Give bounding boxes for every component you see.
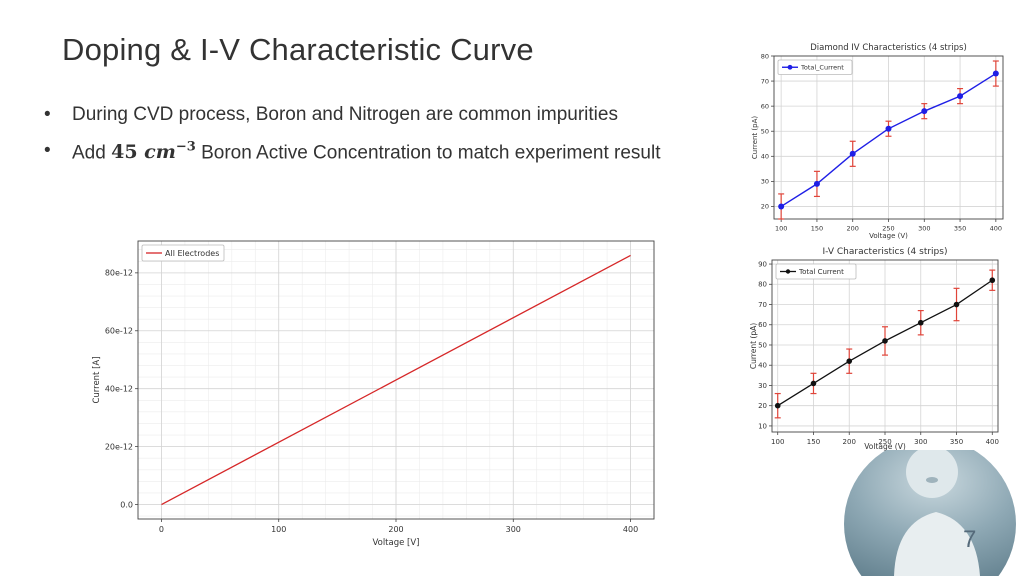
data-point <box>846 358 853 364</box>
x-tick-label: 300 <box>506 525 521 534</box>
legend-box <box>141 244 225 262</box>
presenter-avatar-icon <box>844 450 1016 576</box>
legend-marker <box>787 64 793 70</box>
y-tick-label: 50 <box>758 341 767 349</box>
y-tick-label: 80e-12 <box>105 269 133 278</box>
y-tick-label: 60 <box>761 102 769 110</box>
x-tick-label: 250 <box>878 438 891 446</box>
y-axis-label: Current (pA) <box>749 323 758 369</box>
y-tick-label: 90 <box>758 260 767 268</box>
y-tick-label: 30 <box>761 178 769 186</box>
data-point <box>778 203 785 210</box>
data-point <box>813 180 820 187</box>
data-point <box>992 70 999 77</box>
bullet-list: During CVD process, Boron and Nitrogen a… <box>44 104 661 178</box>
data-point <box>957 93 964 100</box>
bullet-boron-concentration: Add 45 cm−3 Boron Active Concentration t… <box>44 140 661 164</box>
measured-iv-chart: 100 150 200 250 300 350 400 10 20 30 40 50 60 70 80 90 V… <box>749 247 999 451</box>
y-tick-label: 40e-12 <box>105 384 133 393</box>
y-tick-label: 80 <box>758 281 767 289</box>
diamond-iv-chart: 100 150 200 250 300 350 400 20 30 40 50 60 70 80 Volta… <box>751 43 1004 240</box>
bullet-suffix: Boron Active Concentration to match expe… <box>195 142 661 164</box>
legend-label: Total_Current <box>800 64 844 72</box>
x-tick-label: 350 <box>954 225 966 233</box>
x-tick-label: 200 <box>843 438 856 446</box>
x-tick-label: 150 <box>807 438 820 446</box>
concentration-exponent: −3 <box>175 140 196 155</box>
x-tick-label: 400 <box>986 438 999 446</box>
x-tick-label: 100 <box>271 525 286 534</box>
data-point <box>989 277 996 284</box>
y-tick-label: 40 <box>761 153 769 161</box>
concentration-unit: cm <box>144 141 176 164</box>
y-tick-label: 20 <box>761 203 769 211</box>
x-tick-label: 400 <box>623 525 638 534</box>
chart-title: I-V Characteristics (4 strips) <box>823 247 948 257</box>
presenter-webcam <box>844 450 1024 576</box>
legend-marker <box>785 269 791 274</box>
legend-label: Total Current <box>798 268 844 276</box>
x-tick-label: 300 <box>918 225 930 233</box>
y-axis-label: Current [A] <box>92 356 102 403</box>
x-axis-label: Voltage (V) <box>864 442 906 451</box>
slide-title: Doping & I-V Characteristic Curve <box>62 32 534 67</box>
x-tick-label: 300 <box>914 438 927 446</box>
y-tick-label: 80 <box>761 52 769 60</box>
legend-box <box>777 59 853 75</box>
bullet-impurities: During CVD process, Boron and Nitrogen a… <box>44 104 661 126</box>
x-axis-label: Voltage [V] <box>372 538 419 548</box>
y-tick-label: 40 <box>758 362 767 370</box>
data-point <box>849 150 856 157</box>
data-point <box>953 301 960 308</box>
legend-label: All Electrodes <box>165 249 219 258</box>
y-tick-label: 30 <box>758 382 767 390</box>
x-tick-label: 100 <box>775 225 787 233</box>
data-point <box>917 319 924 326</box>
x-tick-label: 150 <box>811 225 823 233</box>
data-point <box>774 402 781 409</box>
y-tick-label: 50 <box>761 128 769 136</box>
data-point <box>810 380 817 387</box>
series-line <box>161 254 631 506</box>
legend-box <box>775 263 857 280</box>
y-axis-label: Current (pA) <box>751 116 759 159</box>
y-tick-label: 0.0 <box>120 500 133 509</box>
x-tick-label: 350 <box>950 438 963 446</box>
x-tick-label: 400 <box>990 225 1002 233</box>
y-tick-label: 70 <box>761 77 769 85</box>
bullet-prefix: Add <box>72 142 112 164</box>
x-tick-label: 250 <box>882 225 894 233</box>
y-tick-label: 20e-12 <box>105 442 133 451</box>
data-point <box>882 338 888 344</box>
concentration-number: 45 <box>111 141 138 164</box>
y-tick-label: 70 <box>758 301 767 309</box>
x-tick-label: 200 <box>847 225 859 233</box>
x-tick-label: 200 <box>388 525 403 534</box>
x-tick-label: 100 <box>771 438 784 446</box>
data-point <box>921 108 928 115</box>
y-tick-label: 60e-12 <box>105 327 133 336</box>
data-point <box>885 125 892 132</box>
y-tick-label: 10 <box>758 422 767 430</box>
x-tick-label: 0 <box>159 525 164 534</box>
simulated-iv-chart: 0 100 200 300 400 0.0 20e-12 40e-12 60e-12 80e-12… <box>92 240 655 548</box>
y-tick-label: 60 <box>758 321 767 329</box>
x-axis-label: Voltage (V) <box>869 232 908 240</box>
page-number: 7 <box>963 526 977 553</box>
y-tick-label: 20 <box>758 402 767 410</box>
concentration-math: 45 cm−3 <box>111 140 196 164</box>
chart-title: Diamond IV Characteristics (4 strips) <box>810 43 967 53</box>
